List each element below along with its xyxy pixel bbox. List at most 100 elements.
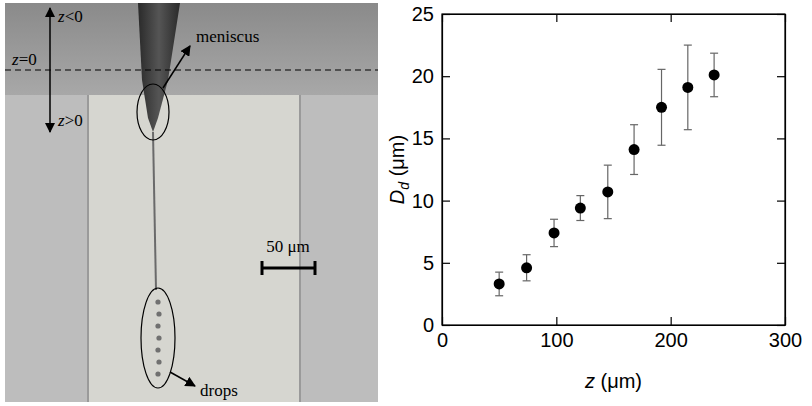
x-axis-line <box>443 325 786 326</box>
meniscus-pointer <box>163 46 190 88</box>
data-point <box>549 227 560 238</box>
tick <box>777 325 785 326</box>
channel-wall <box>87 95 89 402</box>
tick-mark <box>777 325 785 326</box>
tick-mark <box>777 201 785 202</box>
tick-label: 0 <box>423 314 434 336</box>
tick-mark <box>442 76 450 77</box>
y-axis: 0 5 10 15 20 25 <box>412 3 450 336</box>
tick-label: 10 <box>412 190 434 212</box>
tick-label: 15 <box>412 127 434 149</box>
data-point <box>682 82 693 93</box>
x-top-axis <box>443 14 786 22</box>
error-bar-cap <box>630 174 638 175</box>
error-bar-cap <box>604 165 612 166</box>
photo-label: drops <box>200 381 238 400</box>
error-bar-cap <box>550 246 558 247</box>
data-point <box>494 278 505 289</box>
tick-label: 200 <box>654 329 687 351</box>
chart: 0 100 200 300 0 5 10 15 20 25 z (μm) Dd (μm) <box>386 3 802 392</box>
y-axis-line <box>442 15 443 326</box>
jet <box>153 132 156 290</box>
drop <box>155 347 160 352</box>
drop <box>155 323 160 328</box>
data-marks <box>494 45 720 296</box>
error-bar-cap <box>710 53 718 54</box>
tick <box>442 14 443 22</box>
photo-label: z=0 <box>11 50 37 69</box>
figure: z<0z=0z>0meniscus50 μmdrops0100200300051… <box>0 0 812 406</box>
error-bar-cap <box>630 124 638 125</box>
tick-mark <box>671 317 672 325</box>
scale-bar-end <box>314 261 317 275</box>
tick <box>777 263 785 264</box>
tick-mark <box>442 201 450 202</box>
y-axis-title: Dd (μm) <box>386 135 412 204</box>
tick-label: 300 <box>769 329 802 351</box>
tick: 0 <box>423 314 450 336</box>
drop <box>155 299 160 304</box>
scale-bar <box>262 267 315 270</box>
drops-pointer <box>170 372 195 386</box>
error-bar-cap <box>495 295 503 296</box>
tick <box>777 76 785 77</box>
tick-label: 5 <box>423 252 434 274</box>
tick <box>777 138 785 139</box>
error-bar-cap <box>710 96 718 97</box>
tick: 200 <box>654 317 687 351</box>
plot-frame <box>442 14 785 325</box>
error-bar-cap <box>684 44 692 45</box>
tick <box>777 14 785 15</box>
data-point <box>575 203 586 214</box>
tick-label: 25 <box>412 3 434 25</box>
error-bar-cap <box>523 254 531 255</box>
tick <box>671 14 672 22</box>
tick <box>556 14 557 22</box>
tick-mark <box>777 14 785 15</box>
error-bar-cap <box>495 272 503 273</box>
tick-label: 20 <box>412 65 434 87</box>
z0-line <box>5 69 378 70</box>
needle <box>138 3 180 132</box>
error-bar-cap <box>658 69 666 70</box>
data-point <box>629 144 640 155</box>
tick: 100 <box>540 317 573 351</box>
tick-mark <box>777 263 785 264</box>
y-right-axis <box>777 15 786 326</box>
scale-bar-end <box>261 261 264 275</box>
tick-mark <box>442 263 450 264</box>
tick-mark <box>442 138 450 139</box>
data-point <box>709 69 720 80</box>
photo-label: meniscus <box>196 27 259 46</box>
data-point <box>656 102 667 113</box>
tick-mark <box>777 138 785 139</box>
error-bar-cap <box>576 195 584 196</box>
tick: 25 <box>412 3 450 25</box>
error-bar-cap <box>604 218 612 219</box>
x-axis: 0 100 200 300 <box>437 317 802 351</box>
tick-mark <box>777 76 785 77</box>
drop <box>155 371 160 376</box>
drop <box>156 335 161 340</box>
photo-label: z>0 <box>57 111 83 130</box>
tick-mark <box>556 14 557 22</box>
x-top-axis-line <box>443 14 786 15</box>
z-arrow <box>49 8 51 132</box>
tick-mark <box>442 14 443 22</box>
x-axis-title: z (μm) <box>584 370 642 392</box>
tick <box>777 201 785 202</box>
tick-mark <box>442 325 450 326</box>
error-bar-cap <box>523 280 531 281</box>
tick: 5 <box>423 252 450 274</box>
error-bar-cap <box>658 145 666 146</box>
tick-label: 0 <box>437 329 448 351</box>
photo-label: 50 μm <box>266 237 310 256</box>
top-band <box>5 3 378 95</box>
drop <box>156 311 161 316</box>
tick-label: 100 <box>540 329 573 351</box>
drop <box>156 359 161 364</box>
tick: 20 <box>412 65 450 87</box>
data-point <box>602 186 613 197</box>
error-bar-cap <box>550 219 558 220</box>
data-point <box>521 262 532 273</box>
